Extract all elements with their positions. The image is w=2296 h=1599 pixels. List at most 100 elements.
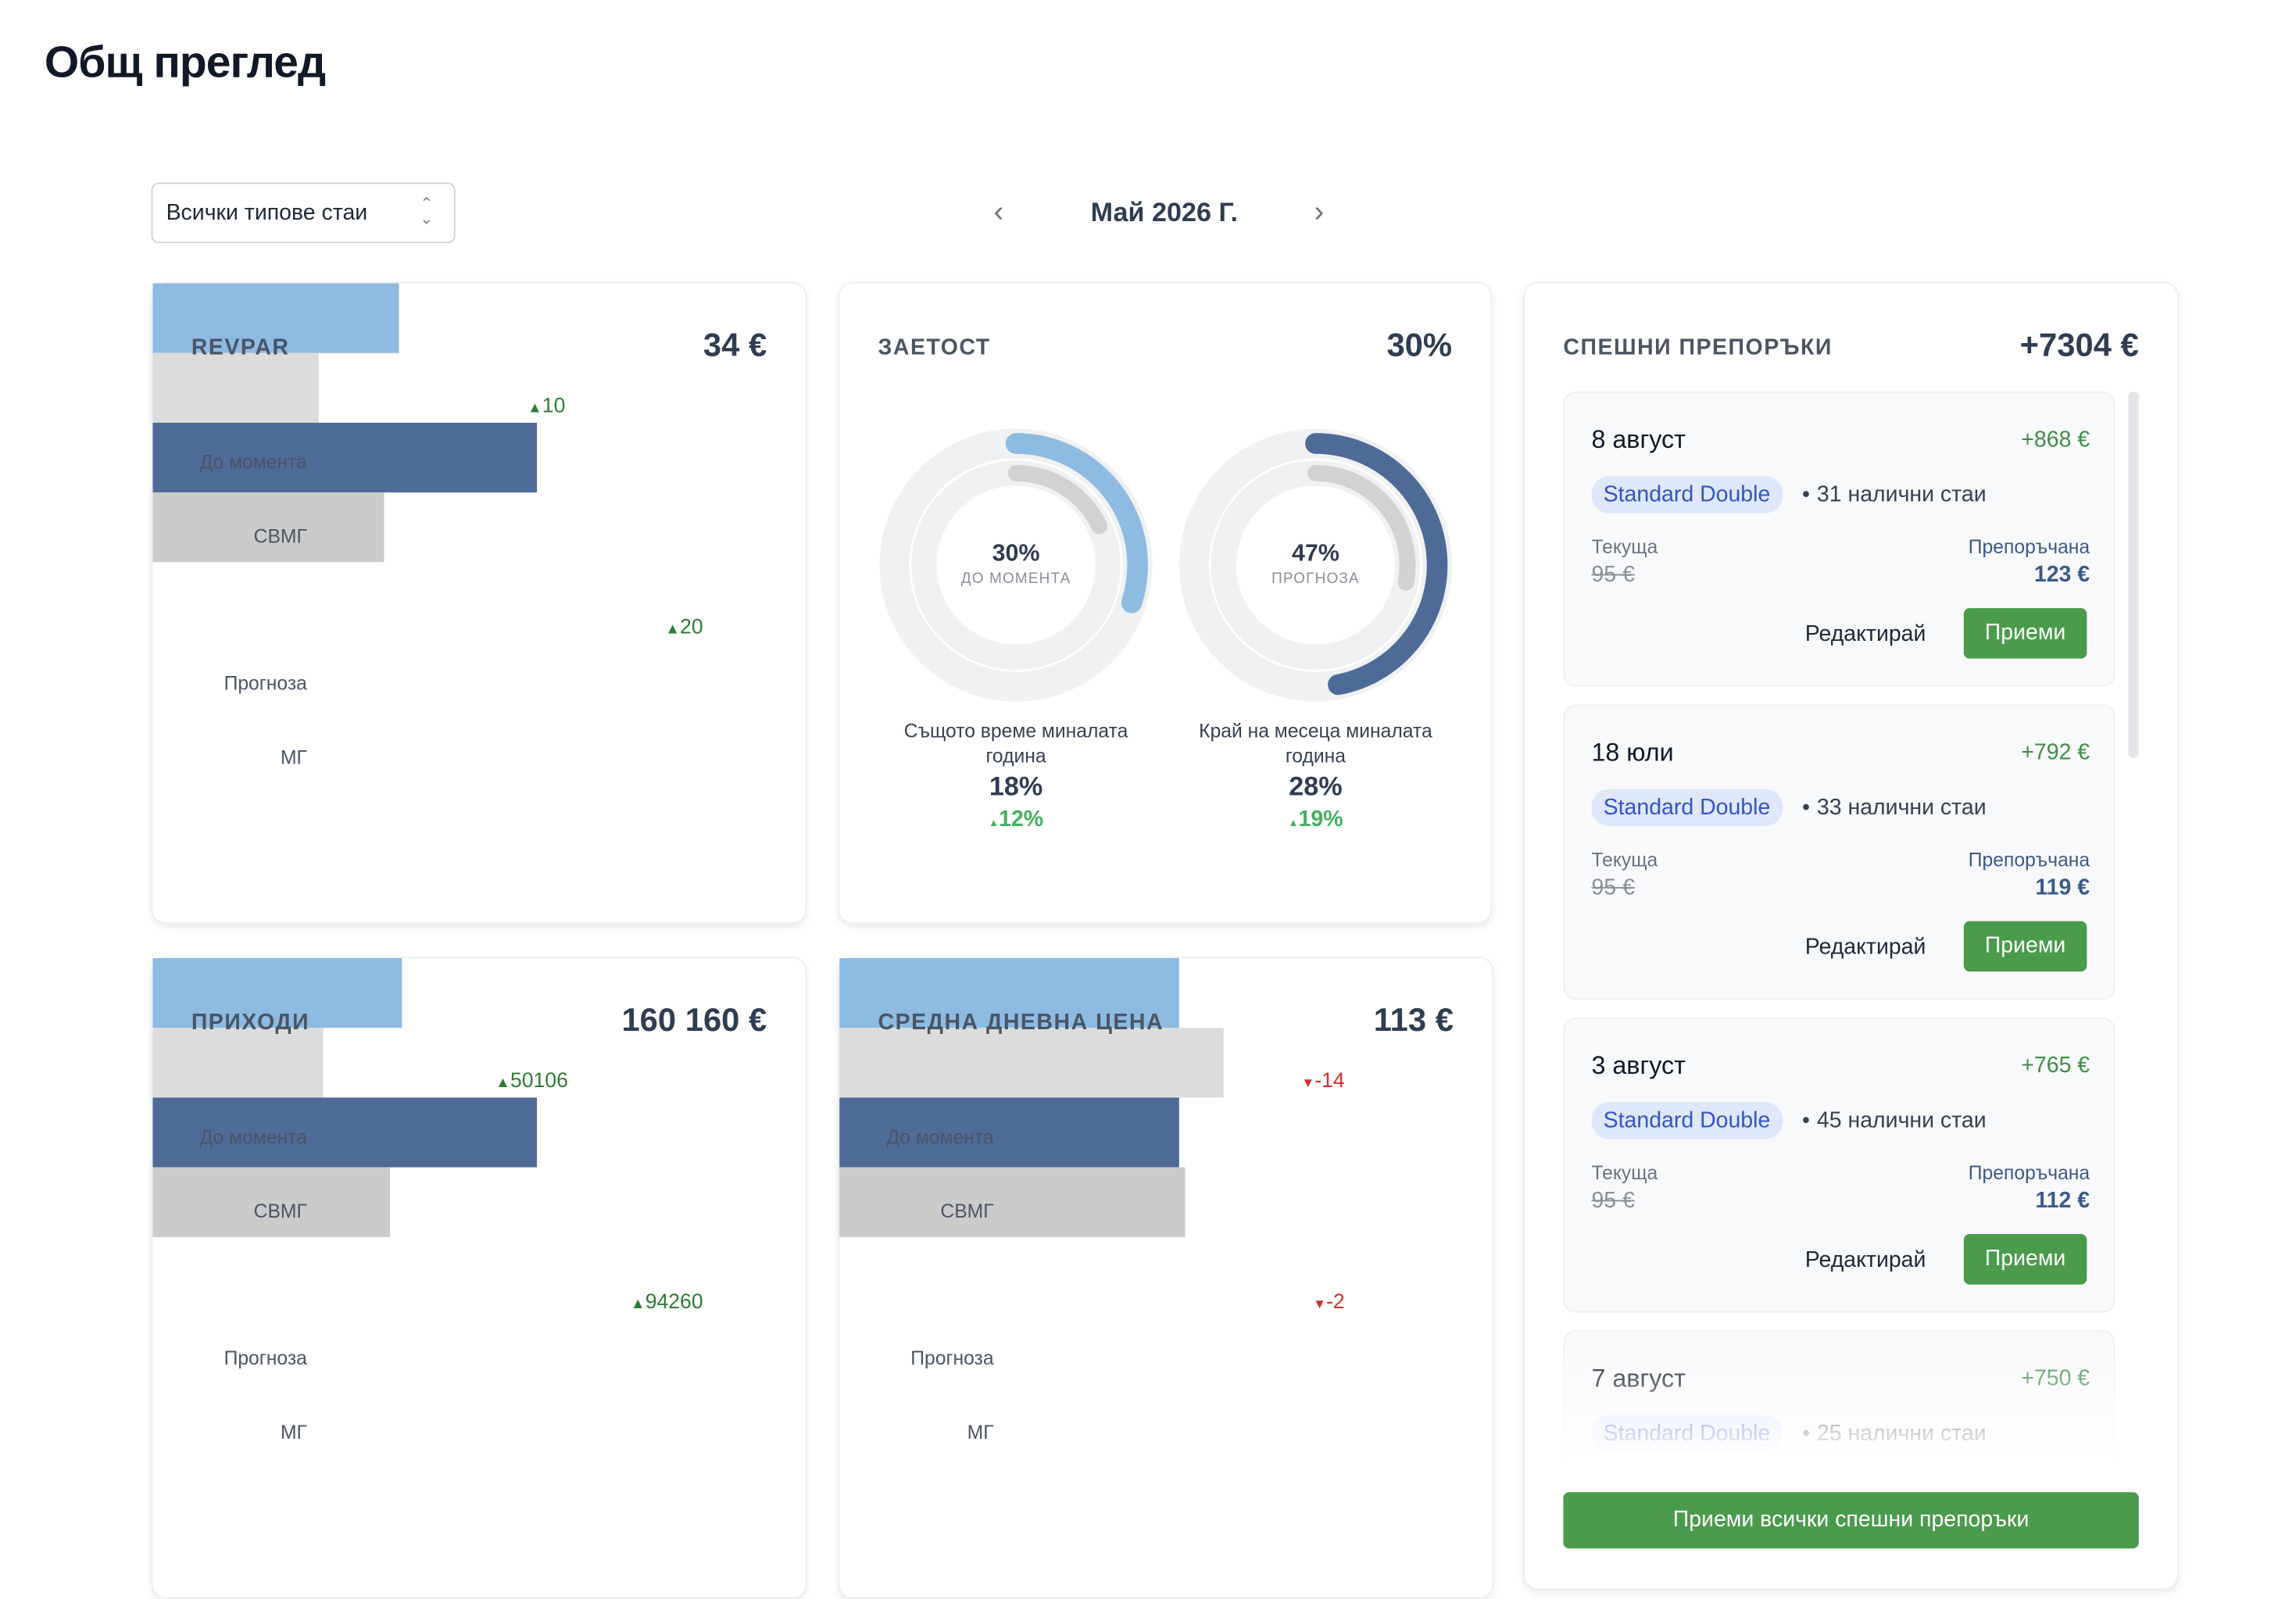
bar-value: 53 €	[753, 305, 794, 330]
availability: 33 налични стаи	[1816, 795, 1987, 821]
recommended-label: Препоръчана	[1968, 848, 2090, 871]
bullet: •	[1801, 1107, 1810, 1133]
bar-value: 152 655 €	[701, 980, 794, 1004]
donut	[879, 428, 1153, 702]
room-type-select[interactable]: Всички типове стаи ⌃ ⌄	[151, 182, 456, 244]
scrollbar[interactable]	[2128, 392, 2139, 758]
change-value: 12%	[927, 807, 1105, 832]
recommended-price: 112 €	[2035, 1188, 2090, 1214]
bar-label: СВМГ	[940, 1200, 994, 1222]
fade	[1563, 1340, 2115, 1463]
recommended-price: 119 €	[2035, 875, 2090, 901]
edit-button[interactable]: Редактирай	[1804, 621, 1926, 647]
delta-label: 10	[388, 393, 566, 417]
occupancy-card: ЗАЕТОСТ 30% 30% ДО МОМЕНТА Същото време мина…	[838, 281, 1493, 925]
change-value: 19%	[1227, 807, 1405, 832]
kpi-card: ПРИХОДИ 160 160 € 50106 До момента 160 160 €…	[151, 957, 807, 1599]
bar: 113 €	[839, 981, 1480, 1168]
card-total: 160 160 €	[621, 1001, 767, 1039]
bar-label: МГ	[280, 746, 307, 769]
recommendation: 18 юли +792 € Standard Double • 33 налични с…	[1563, 704, 2115, 1000]
accept-button[interactable]: Приеми	[1963, 1234, 2087, 1285]
bar-value: 34 €	[753, 305, 794, 330]
room-type: Standard Double	[1591, 1102, 1783, 1139]
bar-value: 113 €	[1429, 980, 1481, 1004]
recommendations-card: СПЕШНИ ПРЕПОРЪКИ +7304 € 8 август +868 € Sta…	[1523, 281, 2180, 1590]
compare-caption: Край на месеца миналата година	[1199, 719, 1432, 767]
rec-date: 3 август	[1591, 1051, 1686, 1080]
availability: 45 налични стаи	[1816, 1107, 1987, 1133]
bar: 113 €	[839, 958, 1480, 1028]
bar-value: 115 €	[1429, 980, 1481, 1004]
delta-label: -2	[1167, 1289, 1345, 1312]
edit-button[interactable]: Редактирай	[1804, 1247, 1926, 1273]
compare-caption: Същото време миналата година	[903, 719, 1128, 767]
current-label: Текуща	[1591, 535, 1658, 558]
donut-arc	[1183, 433, 1448, 698]
delta-label: 20	[525, 614, 703, 638]
donut	[1178, 428, 1453, 702]
delta-label: 50106	[390, 1068, 568, 1091]
bar: 152 655 €	[152, 981, 793, 1237]
rec-date: 18 юли	[1591, 739, 1674, 767]
donut-value: 47%	[1292, 541, 1339, 567]
rec-gain: +765 €	[2021, 1053, 2090, 1079]
card-total: 30%	[1386, 326, 1453, 363]
recommendation: 3 август +765 € Standard Double • 45 налични…	[1563, 1017, 2115, 1313]
rec-gain: +792 €	[2021, 740, 2090, 766]
bar-label: До момента	[199, 450, 307, 474]
accept-all-button[interactable]: Приеми всички спешни препоръки	[1563, 1492, 2139, 1549]
kpi-card: REVPAR 34 € 10 До момента 34 € СВМГ 23 € 20 Прог…	[151, 281, 807, 925]
bar: 246 916 €	[152, 981, 793, 1168]
card-total: +7304 €	[2019, 326, 2139, 363]
kpi-card: СРЕДНА ДНЕВНА ЦЕНА 113 € -14 До момента 113 …	[838, 957, 1494, 1599]
donut-arc	[884, 433, 1148, 698]
donut-compare-arc	[1215, 464, 1416, 666]
select-value: Всички типове стаи	[166, 200, 368, 226]
bar-value: 128 €	[1428, 980, 1481, 1004]
bar-label: МГ	[967, 1421, 994, 1443]
rec-date: 8 август	[1591, 425, 1686, 454]
recommendation-list: 8 август +868 € Standard Double • 31 налични…	[1563, 392, 2115, 1463]
card-title: ЗАЕТОСТ	[878, 334, 991, 361]
accept-button[interactable]: Приеми	[1963, 608, 2087, 659]
donut-caption: ДО МОМЕНТА	[960, 571, 1071, 588]
bullet: •	[1801, 481, 1810, 508]
recommended-label: Препоръчана	[1968, 535, 2090, 558]
next-month[interactable]: ›	[1314, 195, 1325, 229]
edit-button[interactable]: Редактирай	[1804, 934, 1926, 960]
bar-label: До момента	[199, 1125, 307, 1148]
period-label: Май 2026 Г.	[1090, 197, 1239, 227]
bar: 128 €	[839, 981, 1480, 1098]
bar: 34 €	[152, 283, 793, 353]
bar-label: МГ	[280, 1421, 307, 1443]
bar-label: Прогноза	[910, 1347, 994, 1369]
accept-button[interactable]: Приеми	[1963, 921, 2087, 972]
select-arrows: ⌃ ⌄	[420, 195, 434, 229]
compare-value: 28%	[1289, 771, 1343, 801]
current-price: 95 €	[1591, 562, 1635, 588]
current-price: 95 €	[1591, 875, 1635, 901]
rec-gain: +868 €	[2021, 427, 2090, 453]
bar: 160 160 €	[152, 958, 793, 1028]
bar-value: 246 916 €	[701, 980, 794, 1004]
card-total: 113 €	[1373, 1001, 1454, 1039]
recommended-label: Препоръчана	[1968, 1161, 2090, 1184]
bar-value: 160 160 €	[701, 980, 794, 1004]
card-title: REVPAR	[191, 334, 290, 361]
delta-label: 94260	[525, 1289, 703, 1312]
donut-caption: ПРОГНОЗА	[1271, 571, 1360, 588]
prev-month[interactable]: ‹	[993, 195, 1004, 229]
bar: 23 €	[152, 306, 793, 423]
bar: 53 €	[152, 306, 793, 493]
room-type: Standard Double	[1591, 476, 1783, 513]
card-title: СРЕДНА ДНЕВНА ЦЕНА	[878, 1010, 1164, 1036]
donut-value: 30%	[992, 541, 1040, 567]
bar: 115 €	[839, 981, 1480, 1237]
bar-label: СВМГ	[253, 1200, 307, 1222]
card-total: 34 €	[703, 326, 767, 363]
recommended-price: 123 €	[2033, 562, 2090, 588]
bullet: •	[1801, 795, 1810, 821]
